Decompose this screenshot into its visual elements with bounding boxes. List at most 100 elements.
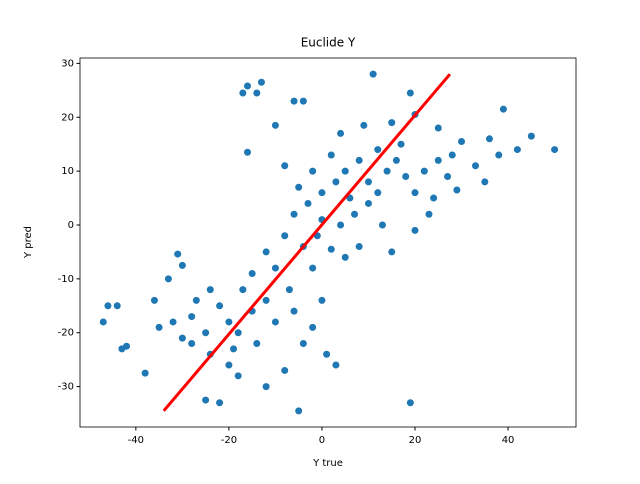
point [434, 124, 442, 132]
point [411, 226, 419, 234]
point [392, 156, 400, 164]
point [253, 340, 261, 348]
point [271, 264, 279, 272]
point [239, 286, 247, 294]
point [388, 248, 396, 256]
point [397, 140, 405, 148]
point [290, 307, 298, 315]
point [458, 137, 466, 145]
point [337, 221, 345, 229]
point [406, 89, 414, 97]
x-tick-label: -20 [221, 435, 237, 446]
point [271, 318, 279, 326]
point [202, 329, 210, 337]
point [141, 369, 149, 377]
point [295, 407, 303, 415]
point [402, 173, 410, 181]
point [341, 167, 349, 175]
point [351, 210, 359, 218]
y-tick-label: 20 [61, 112, 74, 123]
point [262, 296, 270, 304]
point [244, 82, 252, 90]
point [420, 167, 428, 175]
point [434, 156, 442, 164]
point [164, 275, 172, 283]
y-tick-label: 0 [68, 220, 74, 231]
point [174, 250, 182, 258]
point [304, 199, 312, 207]
point [388, 119, 396, 127]
y-tick-label: 10 [61, 166, 74, 177]
point [123, 342, 131, 350]
chart-title: Euclide Y [301, 36, 356, 50]
point [202, 396, 210, 404]
point [378, 221, 386, 229]
point [248, 269, 256, 277]
point [471, 162, 479, 170]
point [155, 323, 163, 331]
point [262, 383, 270, 391]
point [337, 129, 345, 137]
point [406, 399, 414, 407]
point [188, 313, 196, 321]
y-axis-label: Y pred [23, 226, 34, 259]
fit-line [162, 73, 452, 412]
x-tick-label: -40 [128, 435, 144, 446]
point [206, 286, 214, 294]
point [281, 232, 289, 240]
point [285, 286, 293, 294]
point [453, 186, 461, 194]
point [281, 366, 289, 374]
axes-frame [79, 57, 577, 428]
point [299, 340, 307, 348]
point [225, 318, 233, 326]
point [551, 146, 559, 154]
x-axis-label: Y true [312, 458, 343, 469]
point [513, 146, 521, 154]
point [178, 261, 186, 269]
point [290, 210, 298, 218]
point [290, 97, 298, 105]
y-tick-label: -30 [58, 382, 74, 393]
point [481, 178, 489, 186]
point [332, 361, 340, 369]
point [332, 178, 340, 186]
point [113, 302, 121, 310]
point [309, 264, 317, 272]
x-tick-label: 40 [502, 435, 515, 446]
point [318, 189, 326, 197]
x-tick-label: 0 [319, 435, 325, 446]
point [225, 361, 233, 369]
point [188, 340, 196, 348]
y-tick-label: -10 [58, 274, 74, 285]
point [253, 89, 261, 97]
point [99, 318, 107, 326]
point [369, 70, 377, 78]
point [448, 151, 456, 159]
point [444, 173, 452, 181]
point [425, 210, 433, 218]
point [271, 121, 279, 129]
x-tick-label: 20 [409, 435, 422, 446]
point [364, 199, 372, 207]
point [309, 167, 317, 175]
point [341, 253, 349, 261]
point [299, 97, 307, 105]
point [495, 151, 503, 159]
point [104, 302, 112, 310]
point [411, 189, 419, 197]
point [230, 345, 238, 353]
point [216, 302, 224, 310]
point [323, 350, 331, 358]
point [318, 296, 326, 304]
point [262, 248, 270, 256]
point [355, 243, 363, 251]
point [216, 399, 224, 407]
point [374, 146, 382, 154]
point [295, 183, 303, 191]
point [192, 296, 200, 304]
point [485, 135, 493, 143]
point [499, 105, 507, 113]
